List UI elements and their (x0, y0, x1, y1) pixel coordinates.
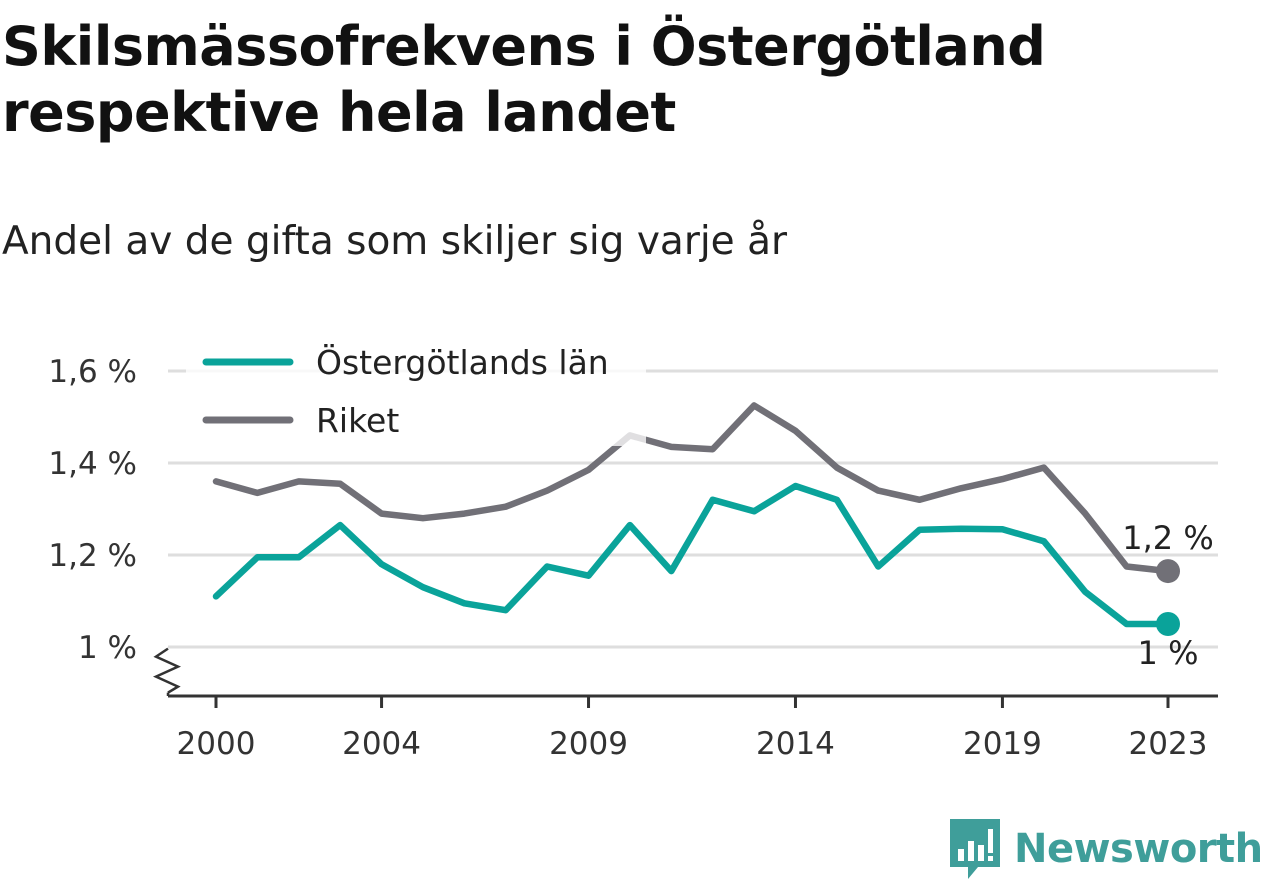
y-axis-break (152, 647, 182, 694)
x-tick-label: 2019 (963, 726, 1042, 762)
series-end-label: 1,2 % (1122, 519, 1213, 557)
y-tick-label: 1,4 % (48, 446, 137, 482)
y-axis: 1 % 1,2 % 1,4 % 1,6 % (48, 354, 182, 696)
x-tick-label: 2023 (1129, 726, 1208, 762)
x-tick-label: 2000 (177, 726, 256, 762)
series-lines (212, 402, 1180, 636)
x-tick-label: 2009 (549, 726, 628, 762)
series-end-point (1156, 559, 1180, 584)
chart-title: Skilsmässofrekvens i Östergötland respek… (2, 15, 1046, 144)
brand-logo: Newsworthy (950, 818, 1262, 880)
series-end-label: 1 % (1138, 634, 1199, 672)
newsworthy-logo-icon (950, 819, 1000, 879)
y-tick-label: 1,2 % (48, 538, 137, 574)
series-line (212, 482, 1172, 628)
y-tick-label: 1 % (78, 630, 137, 666)
x-tick-label: 2004 (342, 726, 421, 762)
legend: Östergötlands län Riket (186, 336, 646, 446)
end-labels: 1 % 1,2 % (1122, 519, 1213, 672)
legend-label: Östergötlands län (316, 342, 609, 382)
brand-name: Newsworthy (1014, 826, 1262, 872)
series-line (212, 402, 1172, 575)
x-axis: 2000 2004 2009 2014 2019 2023 (168, 694, 1218, 762)
y-tick-label: 1,6 % (48, 354, 137, 390)
legend-label: Riket (316, 401, 399, 440)
series-end-point (1156, 612, 1180, 636)
x-tick-label: 2014 (756, 726, 835, 762)
chart-subtitle: Andel av de gifta som skiljer sig varje … (2, 219, 788, 264)
legend-background (186, 336, 646, 446)
